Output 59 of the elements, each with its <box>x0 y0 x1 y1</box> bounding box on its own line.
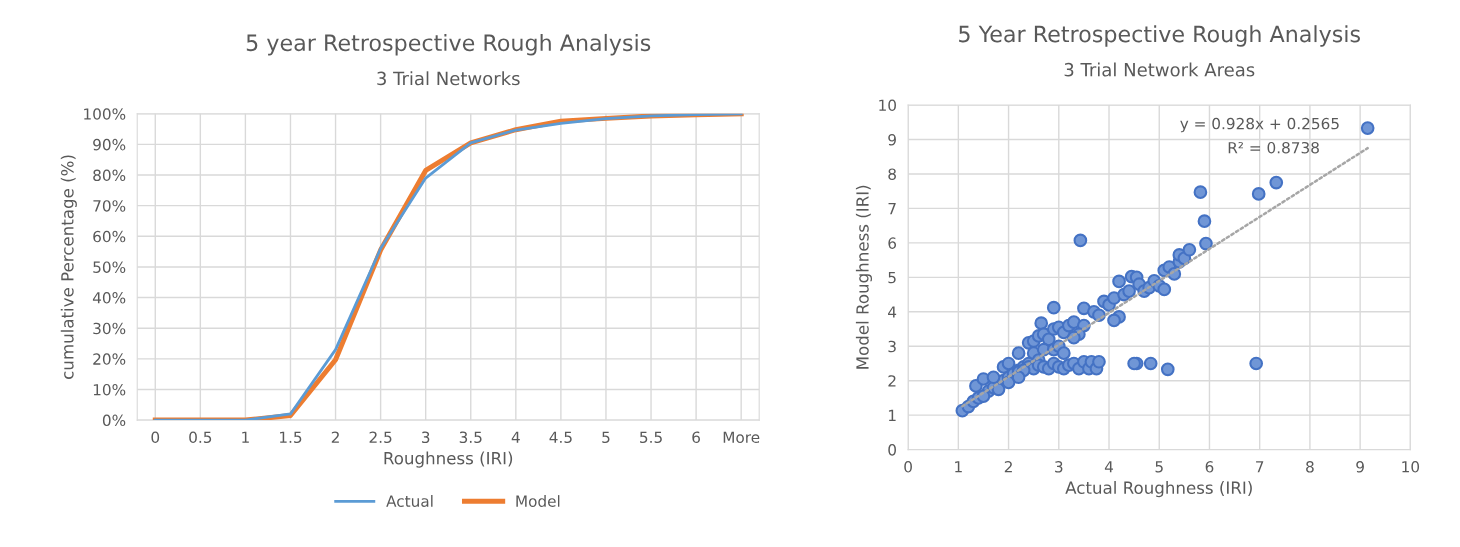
chart-title: 5 year Retrospective Rough Analysis <box>246 33 651 56</box>
y-axis-title: Model Roughness (IRI) <box>855 185 873 369</box>
y-tick-label: 20% <box>93 353 126 365</box>
y-tick-label: 8 <box>888 168 896 180</box>
x-tick-label: 4.5 <box>549 431 572 444</box>
y-tick-label: 50% <box>93 261 126 273</box>
annotation: y = 0.928x + 0.2565 <box>1180 117 1339 133</box>
y-tick-label: 0 <box>888 444 896 456</box>
y-tick-label: 9 <box>888 133 896 146</box>
y-tick-label: 3 <box>888 340 896 353</box>
y-tick-label: 30% <box>93 322 126 335</box>
x-tick-label: 0.5 <box>189 431 212 444</box>
x-tick-label: 2.5 <box>369 431 392 444</box>
x-tick-label: 7 <box>1256 461 1264 473</box>
legend-label: Actual <box>386 495 433 507</box>
y-tick-label: 80% <box>93 169 126 182</box>
y-tick-label: 0% <box>102 414 126 427</box>
y-tick-label: 7 <box>888 203 896 215</box>
x-axis-title: Actual Roughness (IRI) <box>1065 481 1252 498</box>
x-tick-label: 2 <box>1004 461 1012 473</box>
y-tick-label: 100% <box>84 108 126 120</box>
y-tick-label: 4 <box>888 306 897 318</box>
x-tick-label: 4 <box>1104 461 1114 473</box>
x-tick-label: 10 <box>1402 461 1420 473</box>
chart-subtitle: 3 Trial Network Areas <box>1064 62 1255 77</box>
x-tick-label: 1.5 <box>280 431 302 444</box>
y-tick-label: 70% <box>93 200 126 212</box>
x-tick-label: 4 <box>511 431 520 443</box>
y-tick-label: 60% <box>93 230 126 243</box>
x-tick-label: 9 <box>1356 461 1364 473</box>
x-tick-label: 5 <box>602 431 610 444</box>
x-tick-label: 5.5 <box>640 431 662 444</box>
x-tick-label: More <box>723 431 760 444</box>
x-tick-label: 6 <box>1205 461 1214 473</box>
y-tick-label: 90% <box>93 138 126 151</box>
x-tick-label: 3 <box>1055 461 1063 473</box>
chart-subtitle: 3 Trial Networks <box>377 71 520 86</box>
legend-label: Model <box>516 495 560 507</box>
x-axis-title: Roughness (IRI) <box>384 451 513 468</box>
y-tick-label: 5 <box>888 271 896 284</box>
annotation: R² = 0.8738 <box>1228 141 1319 154</box>
x-tick-label: 8 <box>1306 461 1314 473</box>
y-axis-title: cumulative Percentage (%) <box>60 155 77 379</box>
x-tick-label: 1 <box>242 431 249 443</box>
x-tick-label: 5 <box>1155 461 1163 473</box>
y-tick-label: 1 <box>888 409 896 421</box>
y-tick-label: 10 <box>879 99 896 112</box>
x-tick-label: 2 <box>331 431 339 443</box>
x-tick-label: 1 <box>955 461 962 473</box>
y-tick-label: 6 <box>888 237 897 249</box>
y-tick-label: 40% <box>92 292 126 304</box>
x-tick-label: 6 <box>692 431 700 444</box>
x-tick-label: 3 <box>421 431 430 444</box>
y-tick-label: 10% <box>93 383 126 396</box>
x-tick-label: 0 <box>151 431 160 444</box>
chart-title: 5 Year Retrospective Rough Analysis <box>959 25 1360 47</box>
y-tick-label: 2 <box>888 375 896 387</box>
x-tick-label: 3.5 <box>459 431 482 444</box>
x-tick-label: 0 <box>904 461 912 473</box>
